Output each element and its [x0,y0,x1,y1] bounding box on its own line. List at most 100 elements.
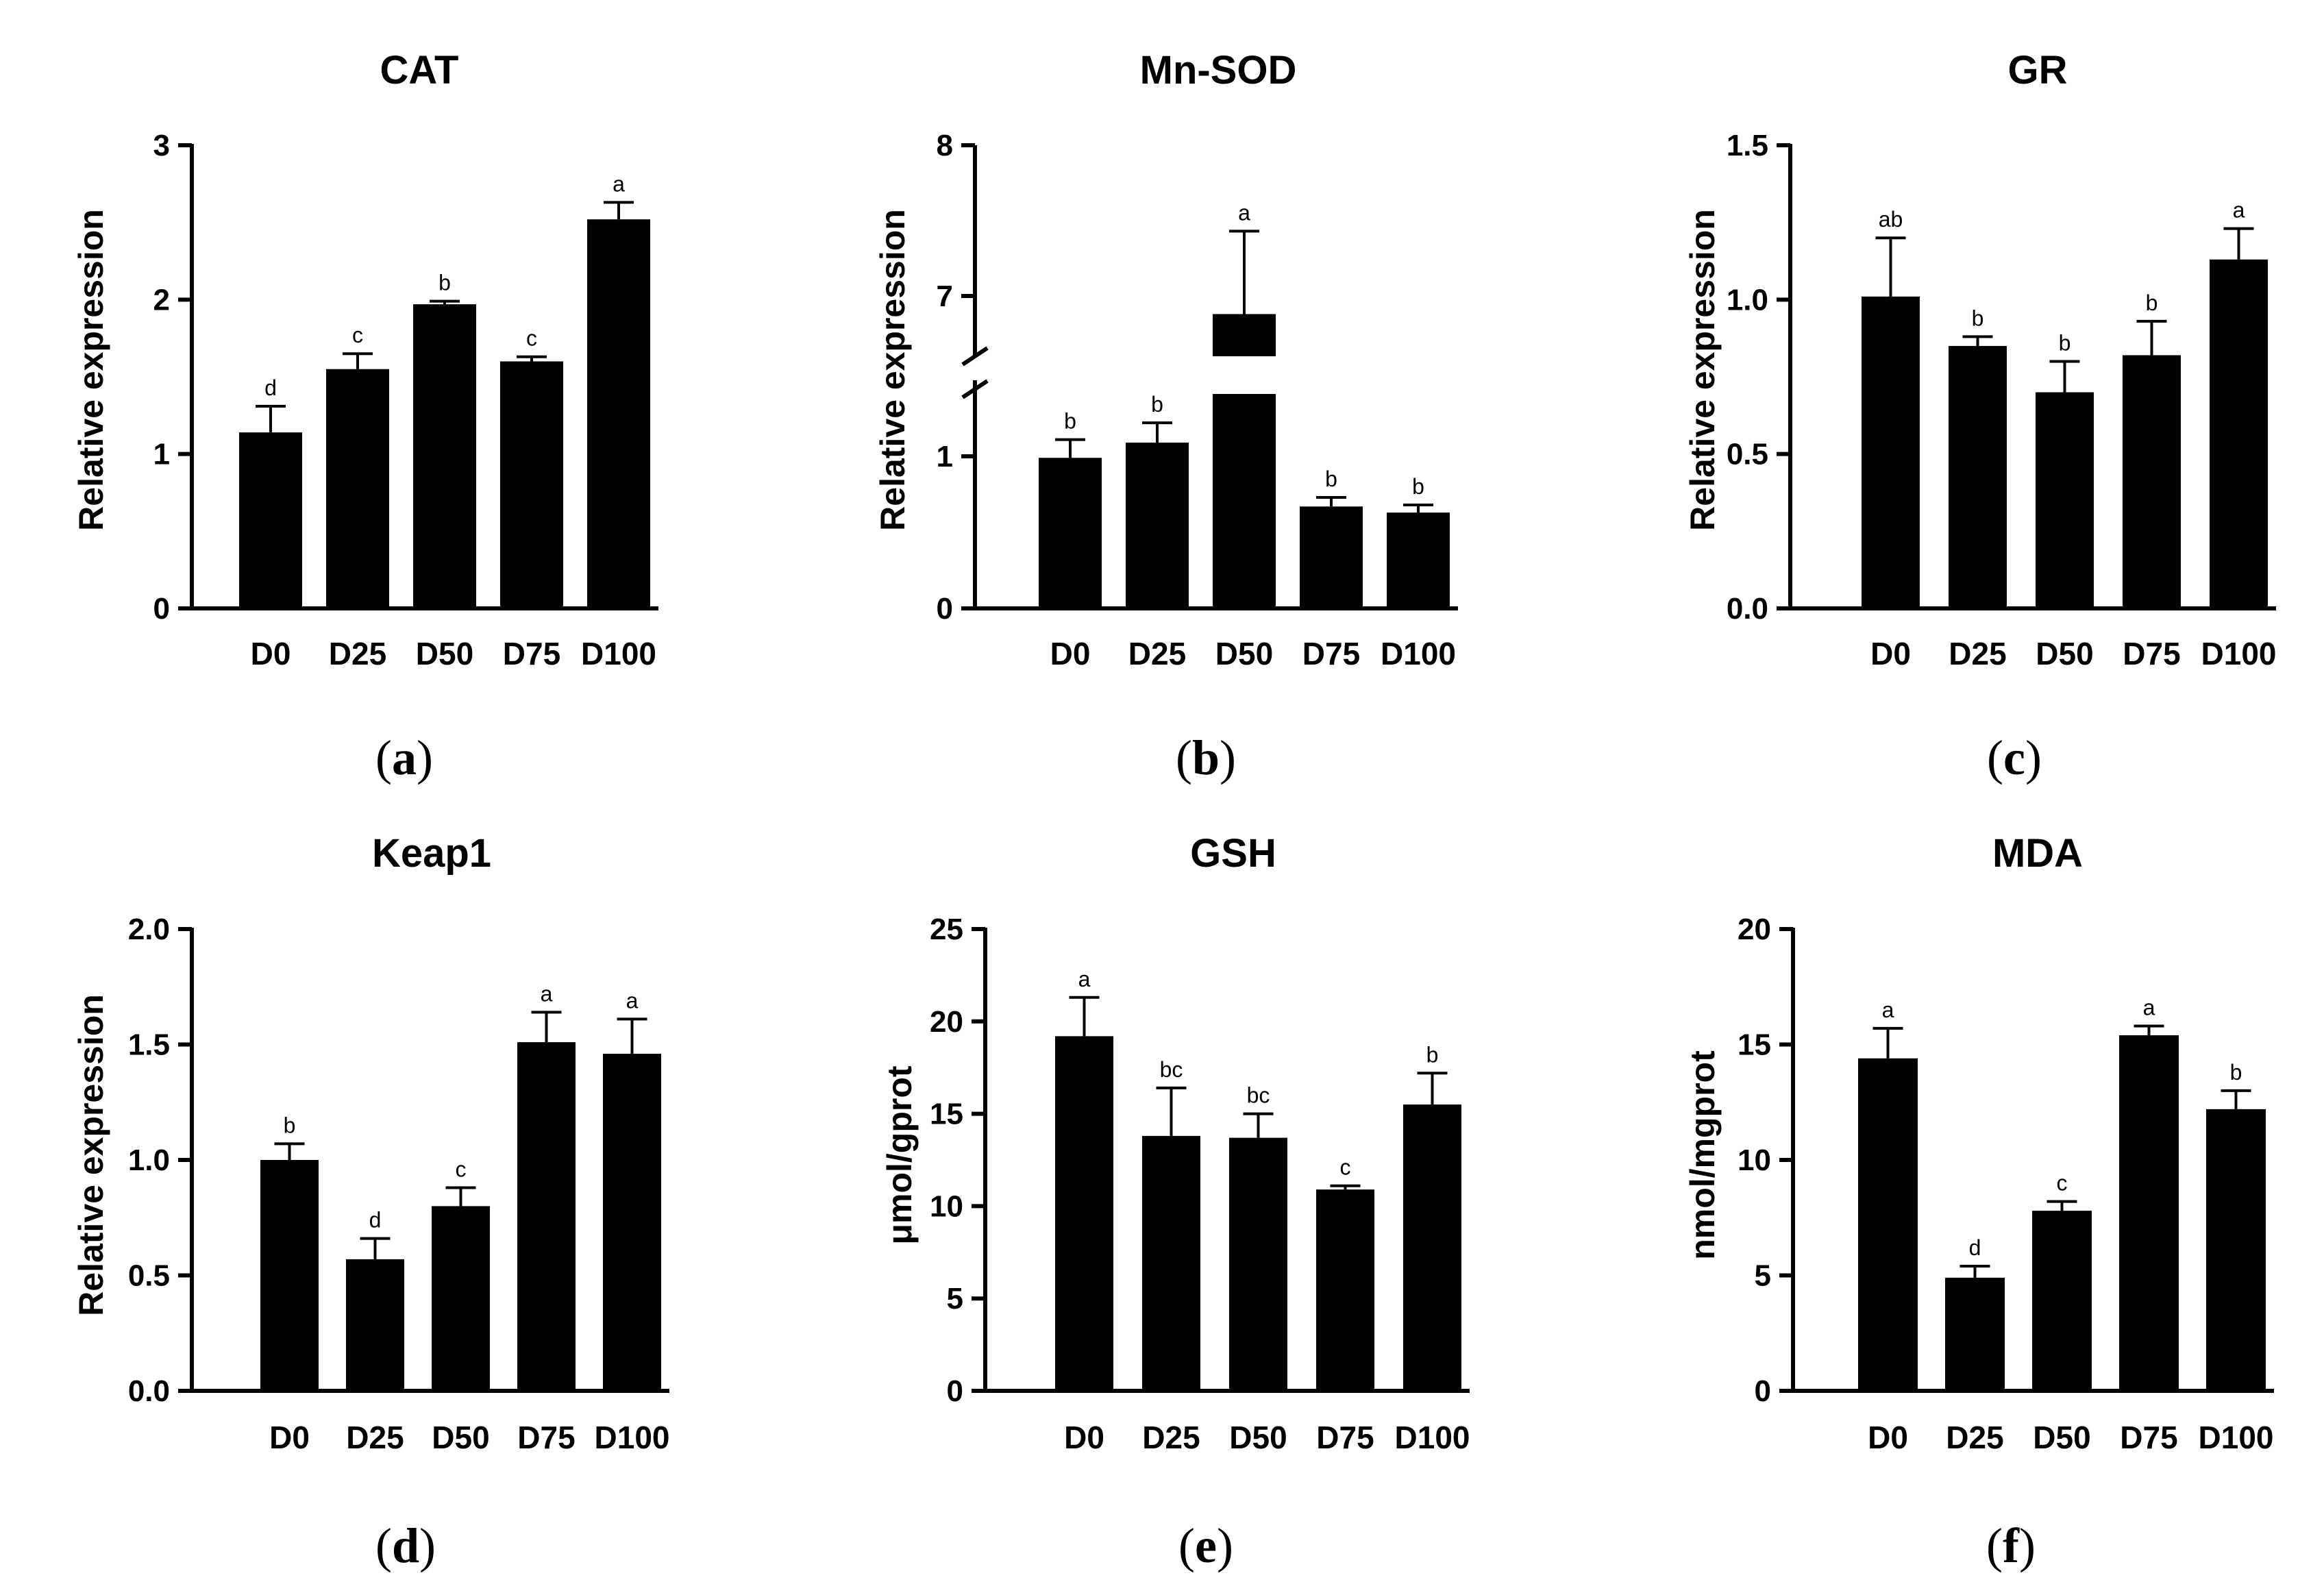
x-tick-label: D0 [251,636,291,671]
x-tick-label: D25 [329,636,386,671]
bar [346,1259,404,1391]
significance-letter: b [2230,1060,2242,1085]
y-tick-label: 15 [1738,1028,1771,1062]
bar [413,304,476,608]
significance-letter: a [1882,998,1894,1022]
y-tick-label: 1 [153,438,170,471]
x-tick-label: D100 [1381,636,1456,671]
significance-letter: a [613,171,625,196]
y-tick-label: 2 [153,283,170,317]
x-tick-label: D0 [1868,1420,1908,1455]
significance-letter: b [2059,330,2071,355]
y-axis-label: Relative expression [874,209,912,531]
y-tick-label: 0 [1755,1374,1771,1408]
bar [260,1160,319,1391]
significance-letter: c [2057,1171,2068,1196]
chart-title: GSH [1190,831,1276,876]
bar [1229,1137,1287,1391]
bar [2032,1211,2092,1391]
y-axis-label: Relative expression [1683,209,1722,531]
significance-letter: a [1238,200,1250,225]
bar [2123,355,2181,608]
bar [326,369,389,608]
y-tick-label: 7 [937,280,953,313]
x-tick-label: D75 [2120,1420,2177,1455]
bar [1055,1036,1113,1391]
significance-letter: b [1426,1042,1439,1067]
y-tick-label: 15 [930,1098,963,1131]
y-tick-label: 0.0 [128,1374,170,1408]
bar-upper-segment [1213,314,1276,356]
x-tick-label: D25 [1142,1420,1200,1455]
x-tick-label: D75 [503,636,560,671]
bar [1949,345,2007,608]
bar [1403,1104,1461,1391]
y-tick-label: 0 [947,1374,963,1408]
significance-letter: c [526,326,537,351]
chart-title: Keap1 [372,831,491,876]
chart-panel-e: GSH μmol/gprot 0 5 10 15 20 25 a D0 bc D25 bc D50 c D75… [880,831,1470,1573]
y-tick-label: 5 [1755,1259,1771,1293]
x-tick-label: D25 [1949,636,2006,671]
significance-letter: b [2146,291,2158,315]
significance-letter: a [541,981,553,1006]
x-tick-label: D0 [1870,636,1911,671]
bar [2036,392,2094,608]
panel-label: (d) [375,1518,436,1573]
chart-panel-d: Keap1 Relative expression 0.0 0.5 1.0 1.5 2.0 b… [72,831,669,1573]
bar [500,361,563,608]
x-tick-label: D50 [416,636,473,671]
significance-letter: a [2233,198,2245,223]
panel-label: (b) [1176,730,1236,785]
significance-letter: a [626,988,639,1013]
y-tick-label: 1 [937,440,953,473]
chart-panel-b: Mn-SOD Relative expression 0 1 7 8 b D0 b D25 a D50… [874,48,1458,785]
significance-letter: a [1078,967,1091,991]
x-tick-label: D50 [2036,636,2093,671]
bar [432,1206,490,1391]
y-tick-label: 20 [930,1005,963,1039]
bar [1858,1058,1918,1391]
x-tick-label: D100 [581,636,656,671]
y-tick-label: 2.0 [128,913,170,946]
x-tick-label: D0 [269,1420,310,1455]
significance-letter: b [284,1113,296,1137]
bar [2119,1035,2179,1391]
y-tick-label: 10 [1738,1144,1771,1177]
bar [1300,506,1363,608]
y-tick-label: 20 [1738,913,1771,946]
chart-title: CAT [380,48,459,92]
y-tick-label: 8 [937,129,953,162]
y-tick-label: 3 [153,129,170,162]
y-axis-label: Relative expression [72,209,110,531]
y-tick-label: 0 [153,592,170,626]
bar [1126,443,1189,608]
y-axis-label: nmol/mgprot [1683,1050,1722,1260]
x-tick-label: D100 [2201,636,2277,671]
bar [1039,458,1102,608]
x-tick-label: D25 [346,1420,404,1455]
bar [1387,512,1450,608]
x-tick-label: D50 [2033,1420,2090,1455]
chart-panel-a: CAT Relative expression 0 1 2 3 d D0 c D25 b D50 c D7… [72,48,658,785]
bar [1213,394,1276,608]
panel-label: (c) [1987,730,2042,785]
bar [1142,1135,1200,1391]
panel-label: (a) [375,730,433,785]
y-tick-label: 25 [930,913,963,946]
bar [1316,1189,1374,1391]
chart-title: Mn-SOD [1140,48,1297,92]
bar [2206,1109,2266,1391]
chart-title: MDA [1992,831,2083,876]
significance-letter: d [1969,1235,1981,1260]
significance-letter: bc [1160,1057,1183,1082]
panels: CAT Relative expression 0 1 2 3 d D0 c D25 b D50 c D7… [72,48,2276,1573]
axis-break-mark [961,346,989,367]
significance-letter: c [456,1157,467,1181]
y-tick-label: 1.0 [1727,283,1768,317]
significance-letter: d [369,1208,382,1233]
x-tick-label: D50 [1229,1420,1287,1455]
y-axis-label: μmol/gprot [880,1065,919,1244]
x-tick-label: D0 [1064,1420,1104,1455]
